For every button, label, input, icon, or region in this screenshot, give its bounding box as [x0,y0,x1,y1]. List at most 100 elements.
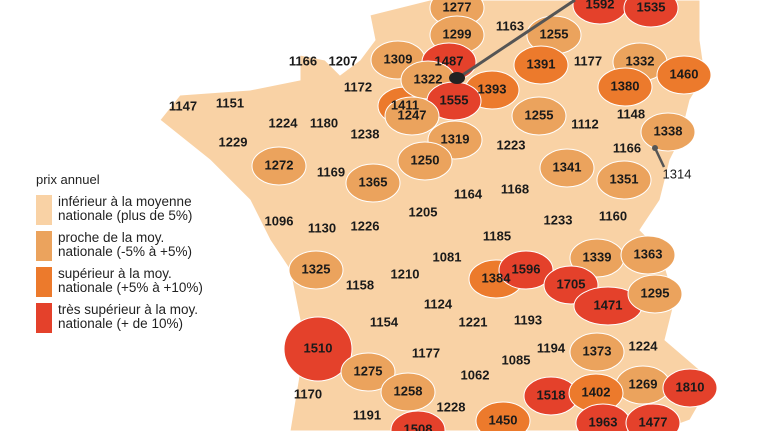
department-price-label: 1508 [404,421,433,431]
department-area [288,250,344,290]
department-area [475,401,531,431]
department-price-label: 1177 [412,345,440,360]
legend-label: inférieur à la moyenne nationale (plus de… [58,195,192,223]
department-price-label: 1477 [639,414,668,429]
department-price-label: 1411 [391,97,419,112]
department-price-label: 1384 [482,270,512,285]
legend-label-line: nationale (+5% à +10%) [58,280,203,295]
legend-label-line: nationale (+ de 10%) [58,316,183,331]
legend-item: inférieur à la moyenne nationale (plus de… [36,195,256,225]
department-price-label: 1221 [459,314,488,329]
legend-item: très supérieur à la moy. nationale (+ de … [36,303,256,333]
department-price-label: 1085 [502,352,531,367]
department-area [380,372,436,412]
department-area [596,160,652,200]
department-price-label: 1247 [398,107,427,122]
department-price-label: 1275 [354,363,383,378]
department-area [620,235,676,275]
department-price-label: 1555 [440,92,469,107]
department-price-label: 1224 [269,115,299,130]
department-price-label: 1228 [437,399,466,414]
legend-label-line: proche de la moy. [58,230,165,245]
department-area [340,352,396,392]
legend-swatch [36,195,52,225]
department-price-label: 1299 [443,26,472,41]
department-price-label: 1194 [537,340,566,355]
department-price-label: 1193 [514,312,542,327]
paris-leader-line [457,0,576,80]
legend-label-line: très supérieur à la moy. [58,302,199,317]
department-price-label: 1130 [308,220,336,235]
department-price-label: 1163 [496,18,524,33]
legend-item: supérieur à la moy. nationale (+5% à +10%… [36,267,256,297]
department-area [623,0,679,28]
department-price-label: 1191 [353,407,381,422]
legend-label-line: nationale (plus de 5%) [58,208,193,223]
department-price-label: 1124 [424,296,453,311]
department-price-label: 1309 [384,51,413,66]
department-price-label: 1226 [351,218,380,233]
department-price-label: 1166 [289,53,317,68]
department-price-label: 1810 [676,379,705,394]
department-area [513,45,569,85]
department-price-label: 1168 [501,181,529,196]
department-area [662,368,718,408]
department-price-label: 1224 [629,338,659,353]
department-price-label: 1518 [537,387,566,402]
department-price-label: 1269 [629,376,658,391]
department-price-label: 1380 [611,78,640,93]
department-area [569,332,625,372]
department-area [539,148,595,188]
legend-item: proche de la moy. nationale (-5% à +5%) [36,231,256,261]
department-area [640,112,696,152]
department-price-label: 1596 [512,261,541,276]
department-area [397,141,453,181]
department-price-label: 1963 [589,414,618,429]
legend-title: prix annuel [36,172,100,187]
department-price-label: 1177 [574,53,602,68]
department-price-label: 1351 [610,171,639,186]
department-area [627,274,683,314]
department-price-label: 1339 [583,249,612,264]
department-price-label: 1487 [435,53,464,68]
department-area [283,316,353,382]
department-price-label: 1272 [265,157,294,172]
legend: prix annuel inférieur à la moyenne nation… [36,172,256,339]
legend-label: très supérieur à la moy. nationale (+ de … [58,303,198,331]
department-price-label: 1154 [370,314,399,329]
department-price-label: 1363 [634,246,663,261]
department-price-label: 1180 [310,115,338,130]
department-price-label: 1210 [391,266,420,281]
department-price-label: 1402 [582,384,611,399]
department-price-label: 1112 [571,116,599,131]
department-price-label: 1460 [670,66,699,81]
department-area [511,96,567,136]
department-price-label: 1592 [586,0,615,11]
department-price-label: 1158 [346,277,374,292]
dept-1314-leader-line [653,147,666,168]
department-price-label: 1229 [219,134,248,149]
department-price-label: 1373 [583,343,612,358]
department-area [597,67,653,107]
department-price-label: 1160 [599,208,627,223]
department-price-label: 1391 [527,56,556,71]
department-price-label: 1471 [594,297,623,312]
legend-swatch [36,231,52,261]
department-price-label: 1319 [441,131,470,146]
department-area [656,55,712,95]
legend-label-line: nationale (-5% à +5%) [58,244,192,259]
department-price-label: 1314 [663,166,692,181]
department-area [251,146,307,186]
department-price-label: 1338 [654,123,683,138]
department-price-label: 1341 [553,159,582,174]
department-price-label: 1450 [489,412,518,427]
department-area [345,163,401,203]
department-price-label: 1151 [216,95,244,110]
department-price-label: 1535 [637,0,666,14]
legend-label: proche de la moy. nationale (-5% à +5%) [58,231,192,259]
department-price-label: 1233 [544,212,573,227]
department-price-label: 1205 [409,204,438,219]
department-price-label: 1147 [169,98,197,113]
department-area [625,403,681,431]
